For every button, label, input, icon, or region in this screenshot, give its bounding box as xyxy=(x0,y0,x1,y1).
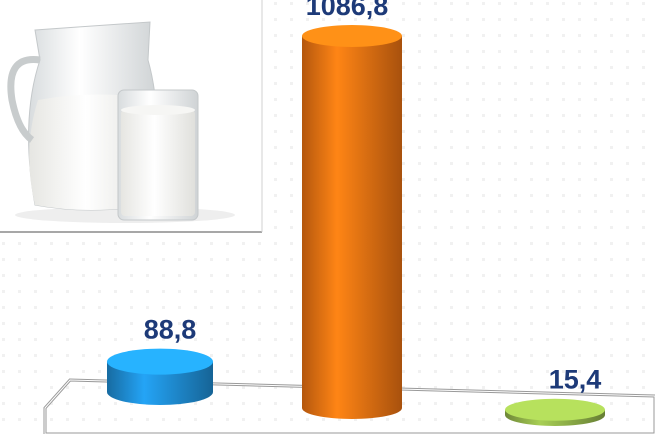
milk-photo xyxy=(0,0,263,233)
floor-inner xyxy=(44,379,655,434)
cylinder-top xyxy=(302,25,402,47)
value-label: 1086,8 xyxy=(306,0,389,21)
value-label: 15,4 xyxy=(549,365,602,395)
cylinder-bar xyxy=(302,36,402,419)
cylinder-top xyxy=(107,348,213,375)
value-label: 88,8 xyxy=(144,315,197,345)
cylinder-top xyxy=(505,398,605,421)
